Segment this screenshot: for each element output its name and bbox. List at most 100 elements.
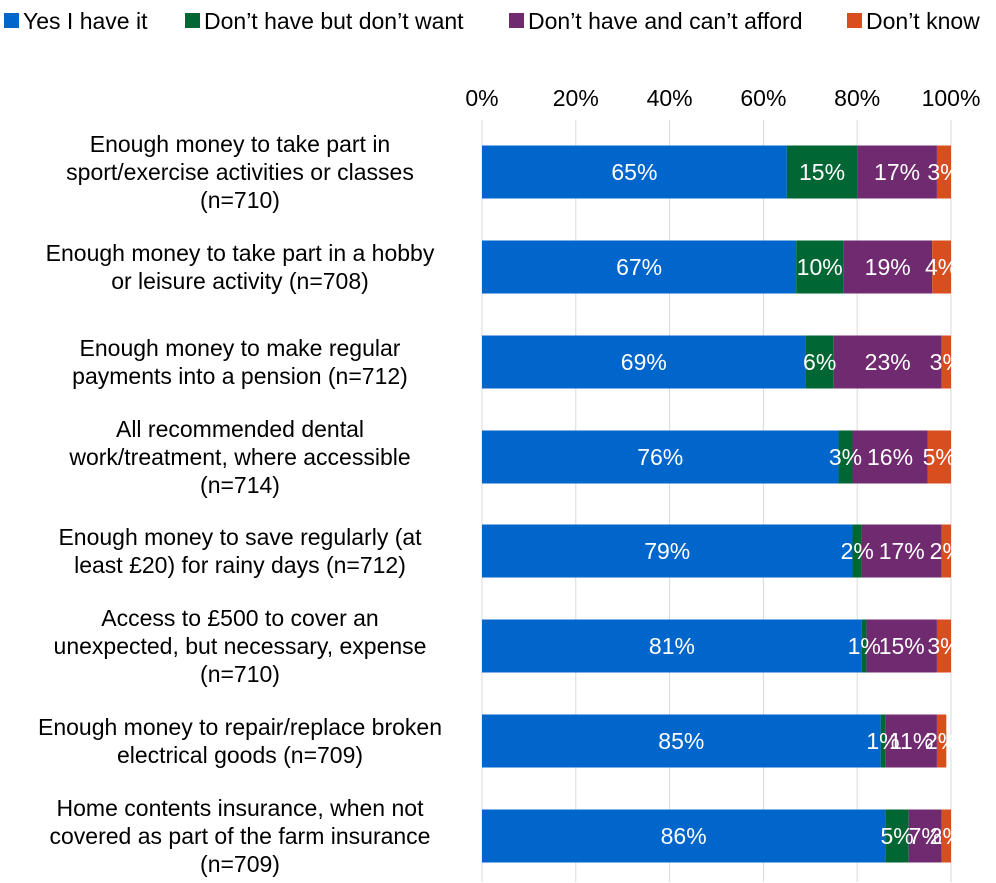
- category-label-line: payments into a pension (n=712): [72, 363, 408, 389]
- category-label-line: Enough money to save regularly (at: [58, 524, 422, 550]
- legend: Yes I have it Don’t have but don’t want Do…: [4, 8, 980, 34]
- category-label-line: covered as part of the farm insurance: [50, 823, 431, 849]
- category-label-line: Enough money to make regular: [80, 335, 401, 361]
- category-label-line: (n=710): [200, 661, 280, 687]
- x-tick-label: 100%: [922, 85, 981, 111]
- data-label: 67%: [616, 254, 662, 280]
- bar-segment: [941, 524, 951, 578]
- category-label-line: sport/exercise activities or classes: [66, 159, 414, 185]
- bar-segment: [927, 430, 951, 484]
- data-label: 5%: [880, 823, 913, 849]
- bar-segment: [833, 335, 942, 389]
- category-label: Enough money to take part in a hobby or l…: [46, 240, 435, 294]
- data-label: 2%: [930, 538, 963, 564]
- category-label-line: Enough money to repair/replace broken: [38, 714, 442, 740]
- bar-segment: [482, 714, 881, 768]
- legend-label: Don’t have and can’t afford: [528, 8, 802, 34]
- category-label: Enough money to save regularly (at least …: [58, 524, 422, 578]
- bar-segment: [482, 145, 787, 199]
- data-label: 69%: [621, 349, 667, 375]
- bar-segment: [936, 714, 947, 768]
- data-label: 86%: [661, 823, 707, 849]
- bar-segment: [861, 619, 867, 673]
- bar-segment: [861, 524, 942, 578]
- legend-swatch: [847, 13, 862, 28]
- category-label: All recommended dental work/treatment, wh…: [68, 416, 410, 498]
- data-label: 81%: [649, 633, 695, 659]
- legend-item: Don’t have but don’t want: [185, 8, 464, 34]
- category-label: Enough money to take part in sport/exerci…: [66, 131, 414, 213]
- bar-segment: [941, 335, 951, 389]
- bar-segment: [805, 335, 834, 389]
- legend-label: Yes I have it: [23, 8, 148, 34]
- data-label: 5%: [923, 444, 956, 470]
- data-label: 3%: [927, 159, 960, 185]
- legend-label: Don’t know: [866, 8, 980, 34]
- gridlines: [481, 120, 952, 882]
- data-label: 6%: [803, 349, 836, 375]
- bar-segment: [885, 809, 909, 863]
- data-label: 11%: [889, 728, 933, 754]
- bar-segment: [482, 430, 839, 484]
- data-label: 15%: [879, 633, 925, 659]
- data-label: 15%: [799, 159, 845, 185]
- bar-segment: [866, 619, 937, 673]
- data-label: 79%: [644, 538, 690, 564]
- bar-segment: [838, 430, 853, 484]
- legend-swatch: [4, 13, 19, 28]
- data-label: 16%: [867, 444, 913, 470]
- category-label-line: All recommended dental: [116, 416, 364, 442]
- data-label: 17%: [879, 538, 925, 564]
- bar-segment: [936, 619, 951, 673]
- category-label-line: least £20) for rainy days (n=712): [74, 552, 406, 578]
- bar-segment: [852, 524, 862, 578]
- data-label: 10%: [797, 254, 843, 280]
- bar-segment: [852, 430, 928, 484]
- legend-item: Yes I have it: [4, 8, 148, 34]
- bar-segment: [482, 335, 806, 389]
- data-label: 2%: [925, 728, 958, 754]
- category-label-line: (n=714): [200, 472, 280, 498]
- data-label: 4%: [925, 254, 958, 280]
- bar-segment: [936, 145, 951, 199]
- data-label: 1%: [848, 633, 881, 659]
- data-label: 3%: [829, 444, 862, 470]
- bar-segment: [885, 714, 937, 768]
- category-label: Home contents insurance, when not covered…: [50, 795, 431, 877]
- category-label: Enough money to make regular payments int…: [72, 335, 408, 389]
- category-label-line: (n=709): [200, 851, 280, 877]
- data-label: 85%: [658, 728, 704, 754]
- category-label-line: unexpected, but necessary, expense: [54, 633, 427, 659]
- data-label: 19%: [865, 254, 911, 280]
- x-axis-ticks: 0% 20% 40% 60% 80% 100%: [465, 85, 980, 111]
- bar-segment: [482, 524, 853, 578]
- data-label: 65%: [611, 159, 657, 185]
- category-labels: Enough money to take part in sport/exerci…: [38, 131, 442, 877]
- data-label: 3%: [927, 633, 960, 659]
- category-label-line: Access to £500 to cover an: [101, 605, 378, 631]
- category-label: Access to £500 to cover an unexpected, bu…: [54, 605, 427, 687]
- bar-segment: [941, 809, 951, 863]
- bar-segment: [482, 619, 862, 673]
- category-label-line: Enough money to take part in: [90, 131, 390, 157]
- bar-segment: [880, 714, 886, 768]
- data-label: 1%: [866, 728, 899, 754]
- data-label: 17%: [874, 159, 920, 185]
- bars: [482, 145, 951, 863]
- data-label: 2%: [841, 538, 874, 564]
- bar-segment: [932, 240, 951, 294]
- legend-swatch: [185, 13, 200, 28]
- category-label-line: or leisure activity (n=708): [111, 268, 369, 294]
- x-tick-label: 40%: [647, 85, 693, 111]
- bar-segment: [796, 240, 844, 294]
- bar-segment: [786, 145, 858, 199]
- data-label: 23%: [865, 349, 911, 375]
- category-label-line: electrical goods (n=709): [117, 742, 363, 768]
- category-label: Enough money to repair/replace broken ele…: [38, 714, 442, 768]
- bar-segment: [482, 809, 886, 863]
- x-tick-label: 80%: [834, 85, 880, 111]
- legend-swatch: [509, 13, 524, 28]
- category-label-line: Home contents insurance, when not: [57, 795, 425, 821]
